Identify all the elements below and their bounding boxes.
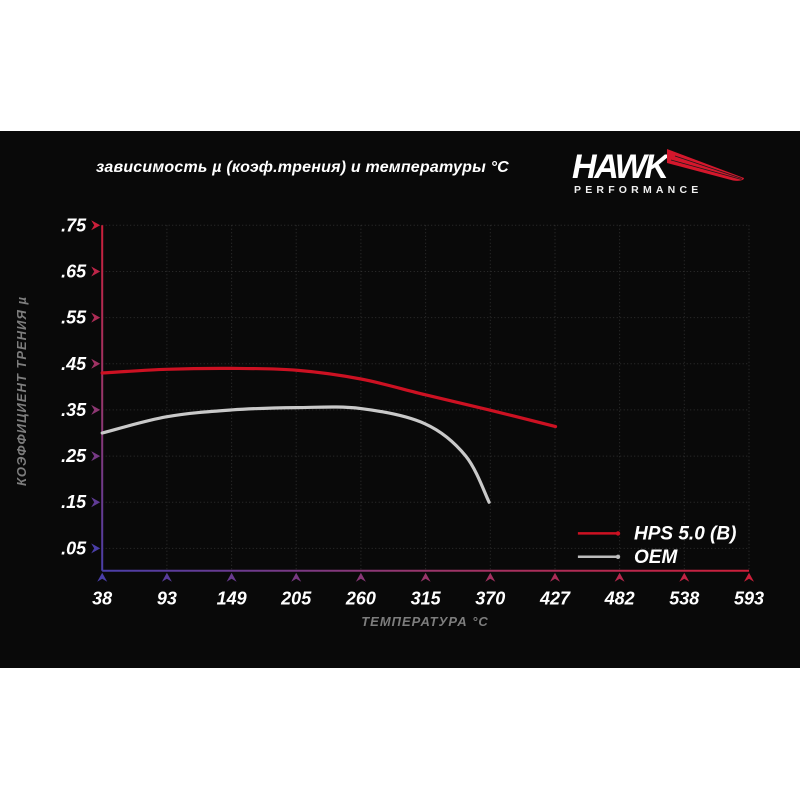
svg-text:427: 427 bbox=[539, 589, 571, 609]
svg-text:38: 38 bbox=[92, 589, 112, 609]
svg-text:370: 370 bbox=[475, 589, 505, 609]
svg-text:.35: .35 bbox=[61, 400, 87, 420]
svg-text:260: 260 bbox=[345, 589, 376, 609]
svg-text:.15: .15 bbox=[61, 492, 87, 512]
svg-text:593: 593 bbox=[734, 589, 764, 609]
svg-text:482: 482 bbox=[604, 589, 635, 609]
svg-text:.55: .55 bbox=[61, 308, 87, 328]
svg-text:.75: .75 bbox=[61, 215, 87, 235]
svg-text:.05: .05 bbox=[61, 538, 87, 558]
svg-text:149: 149 bbox=[217, 589, 247, 609]
svg-text:HPS 5.0 (B): HPS 5.0 (B) bbox=[634, 523, 736, 544]
svg-text:OEM: OEM bbox=[634, 547, 678, 568]
svg-text:205: 205 bbox=[280, 589, 312, 609]
svg-text:538: 538 bbox=[669, 589, 699, 609]
svg-text:315: 315 bbox=[411, 589, 442, 609]
svg-text:.25: .25 bbox=[61, 446, 87, 466]
svg-text:.45: .45 bbox=[61, 354, 87, 374]
svg-text:.65: .65 bbox=[61, 262, 87, 282]
svg-text:93: 93 bbox=[157, 589, 177, 609]
